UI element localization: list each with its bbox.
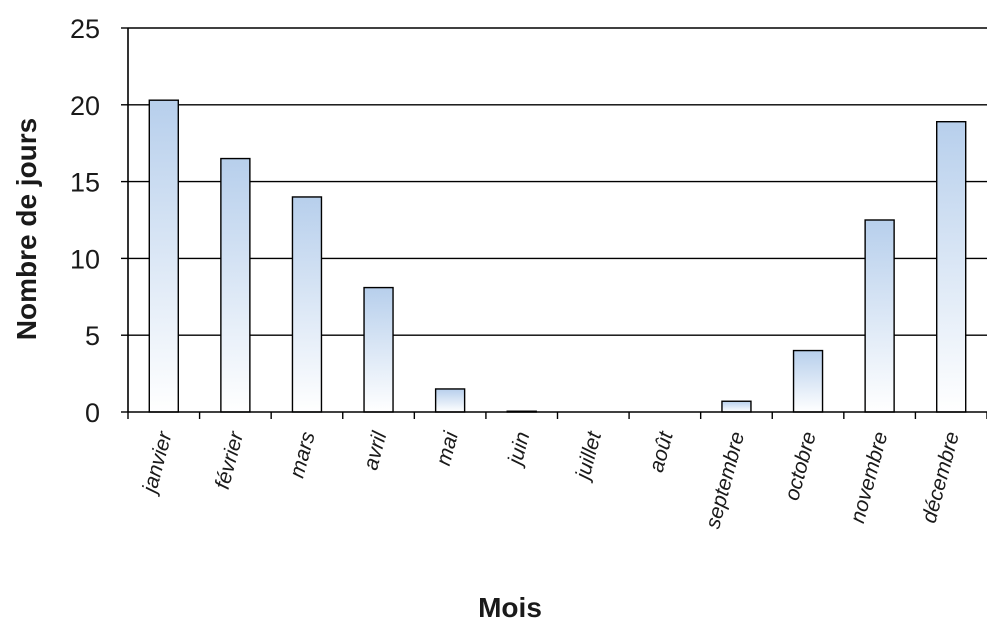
x-tick-label: avril <box>359 428 392 472</box>
x-tick-label: novembre <box>846 429 892 525</box>
bar-mars <box>291 196 323 413</box>
bar-avril <box>363 286 394 413</box>
x-tick-label: septembre <box>701 429 749 531</box>
gridlines <box>128 27 987 336</box>
bar-mai <box>434 388 466 413</box>
bar-février <box>220 157 251 413</box>
bar-novembre <box>864 219 895 413</box>
bar-janvier <box>148 99 179 413</box>
y-tick-labels: 0 5 10 15 20 25 <box>70 14 100 428</box>
bar-décembre <box>936 120 967 413</box>
y-tick-label: 15 <box>70 168 100 198</box>
bar-septembre <box>721 400 752 413</box>
y-tick-label: 10 <box>70 244 100 274</box>
x-tick-label: mai <box>432 428 463 468</box>
x-tick-label: janvier <box>138 428 177 498</box>
x-tick-label: octobre <box>781 429 821 503</box>
y-tick-label: 20 <box>70 91 100 121</box>
x-tick-label: juin <box>503 429 534 469</box>
x-tick-label: décembre <box>918 429 964 525</box>
x-axis-title: Mois <box>478 592 542 619</box>
bar-octobre <box>792 349 824 413</box>
x-tick-label: août <box>645 428 678 475</box>
y-tick-label: 25 <box>70 14 100 44</box>
x-tick-label: février <box>211 428 249 491</box>
y-tick-label: 0 <box>85 398 100 428</box>
y-tick-label: 5 <box>85 321 100 351</box>
x-tick-labels: janvier février mars avril mai juin juillet aoû… <box>138 428 964 531</box>
y-axis-title: Nombre de jours <box>11 118 42 340</box>
x-tick-label: juillet <box>571 428 607 484</box>
bars <box>148 99 967 413</box>
x-tick-label: mars <box>285 429 319 481</box>
axes <box>121 27 987 419</box>
